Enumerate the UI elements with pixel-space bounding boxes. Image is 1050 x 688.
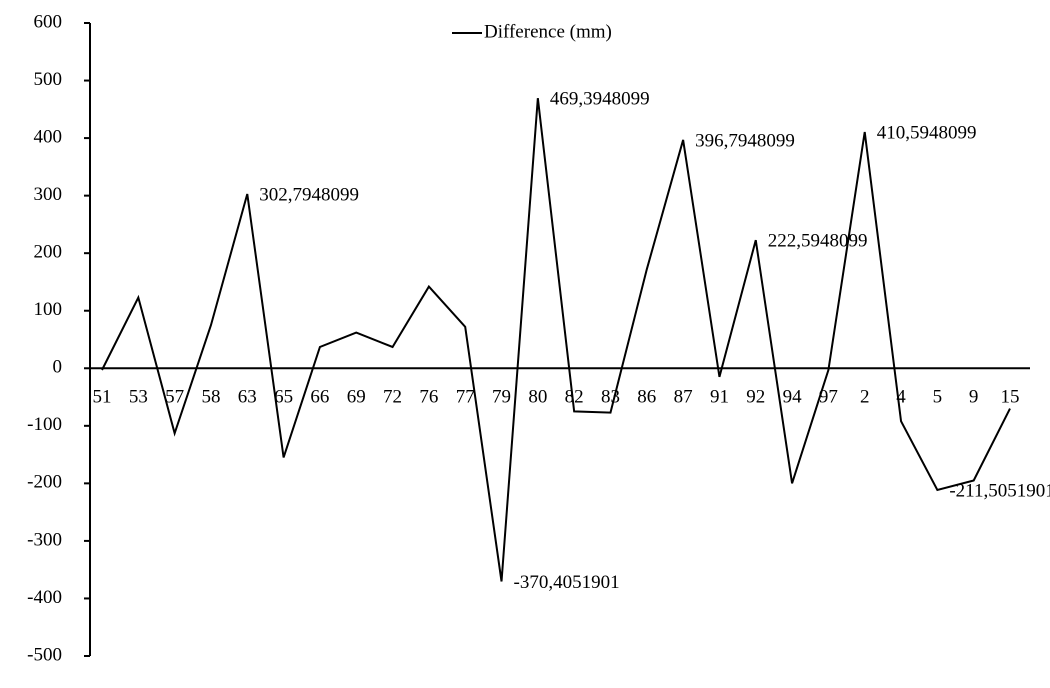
x-tick-label: 51: [93, 386, 112, 407]
y-tick-label: -100: [27, 414, 62, 435]
x-tick-label: 72: [383, 386, 402, 407]
y-tick-label: 200: [34, 242, 63, 263]
x-tick-label: 57: [165, 386, 184, 407]
x-tick-label: 86: [637, 386, 656, 407]
data-label: 396,7948099: [695, 130, 795, 151]
x-tick-label: 53: [129, 386, 148, 407]
data-label: -211,5051901: [949, 480, 1050, 501]
data-label: -370,4051901: [514, 572, 620, 593]
x-tick-label: 91: [710, 386, 729, 407]
x-tick-label: 92: [746, 386, 765, 407]
y-tick-label: 300: [34, 184, 63, 205]
y-tick-label: 100: [34, 299, 63, 320]
y-tick-label: 0: [53, 357, 63, 378]
x-tick-label: 94: [783, 386, 803, 407]
x-tick-label: 15: [1001, 386, 1020, 407]
y-tick-label: 400: [34, 126, 63, 147]
x-tick-label: 77: [456, 386, 475, 407]
x-tick-label: 2: [860, 386, 870, 407]
data-label: 410,5948099: [877, 122, 977, 143]
x-tick-label: 82: [565, 386, 584, 407]
legend-label: Difference (mm): [484, 21, 612, 42]
y-tick-label: -500: [27, 644, 62, 665]
x-tick-label: 9: [969, 386, 979, 407]
data-label: 222,5948099: [768, 231, 868, 252]
x-tick-label: 80: [528, 386, 547, 407]
y-tick-label: -400: [27, 587, 62, 608]
x-tick-label: 97: [819, 386, 838, 407]
x-tick-label: 65: [274, 386, 293, 407]
data-label: 302,7948099: [259, 184, 359, 205]
data-label: 469,3948099: [550, 89, 650, 110]
x-tick-label: 58: [201, 386, 220, 407]
x-tick-label: 87: [674, 386, 693, 407]
x-tick-label: 63: [238, 386, 257, 407]
x-tick-label: 79: [492, 386, 511, 407]
x-tick-label: 66: [310, 386, 329, 407]
y-tick-label: -300: [27, 529, 62, 550]
y-tick-label: 500: [34, 69, 63, 90]
line: [101, 98, 1011, 582]
x-tick-label: 69: [347, 386, 366, 407]
x-tick-label: 5: [933, 386, 943, 407]
y-tick-label: 600: [34, 11, 63, 32]
y-tick-label: -200: [27, 472, 62, 493]
x-tick-label: 76: [419, 386, 438, 407]
x-tick-label: 4: [896, 386, 906, 407]
